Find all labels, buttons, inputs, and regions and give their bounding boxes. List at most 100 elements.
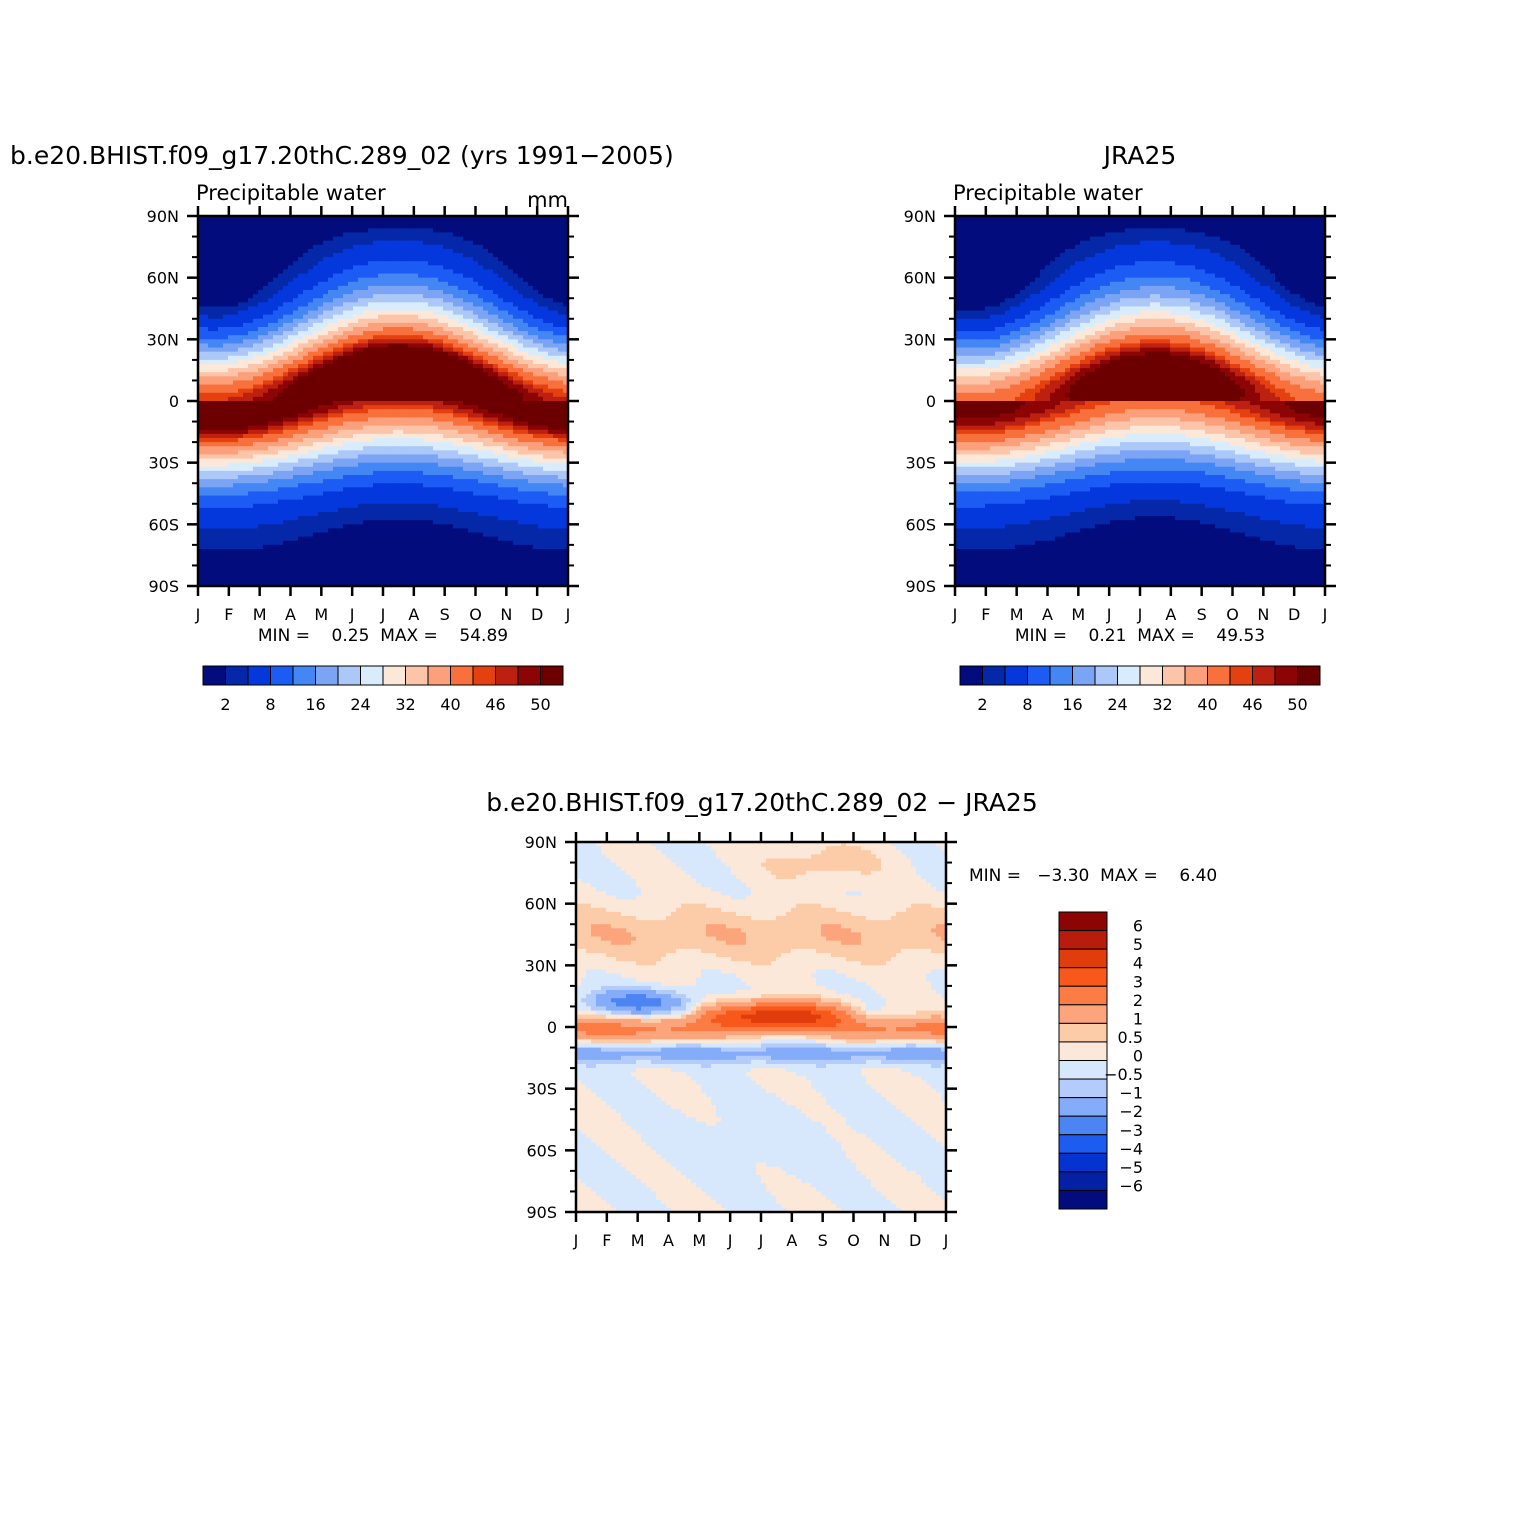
contour-cell [458,359,464,365]
contour-cell [363,425,369,431]
contour-cell [238,294,244,299]
contour-cell [228,372,234,377]
contour-cell [303,327,309,332]
contour-cell [323,433,329,439]
contour-cell [543,364,549,369]
contour-cell [213,479,219,484]
contour-cell [468,347,474,353]
contour-cell [468,454,474,460]
contour-cell [263,417,269,423]
contour-cell [463,331,469,336]
contour-cell [403,425,409,431]
contour-cell [563,240,568,246]
contour-cell [518,450,524,456]
contour-cell [473,216,479,221]
contour-cell [538,269,544,275]
contour-cell [393,380,399,386]
contour-cell [408,466,414,472]
contour-cell [458,220,464,225]
contour-cell [408,248,414,254]
contour-cell [318,372,324,377]
contour-cell [478,413,484,419]
contour-cell [428,343,434,349]
contour-cell [338,454,344,460]
contour-cell [408,261,414,266]
contour-cell [453,364,459,369]
contour-cell [383,232,389,238]
contour-cell [383,368,389,373]
contour-cell [408,475,414,480]
contour-cell [198,310,204,316]
contour-cell [463,413,469,419]
contour-cell [278,462,284,468]
contour-cell [218,310,224,316]
contour-cell [488,376,494,382]
contour-cell [268,425,274,431]
contour-cell [253,368,259,373]
contour-cell [418,355,424,361]
contour-cell [493,483,499,488]
contour-cell [353,483,359,488]
contour-cell [483,314,489,320]
contour-cell [493,339,499,345]
contour-cell [453,306,459,312]
contour-cell [323,384,329,390]
contour-cell [198,331,204,336]
contour-cell [473,232,479,238]
contour-cell [278,253,284,258]
contour-cell [408,228,414,234]
contour-cell [218,359,224,365]
contour-cell [383,224,389,229]
contour-cell [303,335,309,340]
contour-cell [523,277,529,283]
contour-cell [253,458,259,464]
contour-cell [333,491,339,497]
contour-cell [508,248,514,254]
contour-cell [453,216,459,221]
contour-cell [268,277,274,283]
contour-cell [343,335,349,340]
contour-cell [438,392,444,398]
contour-cell [508,475,514,480]
contour-cell [383,273,389,279]
contour-cell [563,417,568,423]
contour-cell [263,339,269,345]
contour-cell [338,224,344,229]
contour-cell [378,425,384,431]
contour-cell [423,220,429,225]
contour-cell [493,368,499,373]
contour-cell [478,285,484,291]
contour-cell [218,458,224,464]
contour-cell [488,310,494,316]
contour-cell [393,479,399,484]
contour-cell [538,359,544,365]
contour-cell [413,376,419,382]
contour-cell [203,454,209,460]
contour-cell [318,421,324,427]
contour-cell [238,380,244,386]
contour-cell [423,314,429,320]
contour-cell [408,479,414,484]
contour-cell [413,454,419,460]
contour-cell [318,376,324,382]
contour-cell [373,438,379,443]
contour-cell [383,446,389,451]
contour-cell [233,240,239,246]
contour-cell [298,446,304,451]
contour-cell [218,277,224,283]
contour-cell [258,450,264,456]
contour-cell [273,388,279,394]
contour-cell [303,220,309,225]
contour-cell [268,306,274,312]
contour-cell [368,327,374,332]
contour-cell [323,335,329,340]
contour-cell [278,384,284,390]
contour-cell [338,294,344,299]
contour-cell [483,216,489,221]
contour-cell [333,413,339,419]
contour-cell [408,343,414,349]
contour-cell [448,248,454,254]
contour-cell [218,306,224,312]
contour-cell [258,236,264,242]
contour-cell [448,429,454,435]
